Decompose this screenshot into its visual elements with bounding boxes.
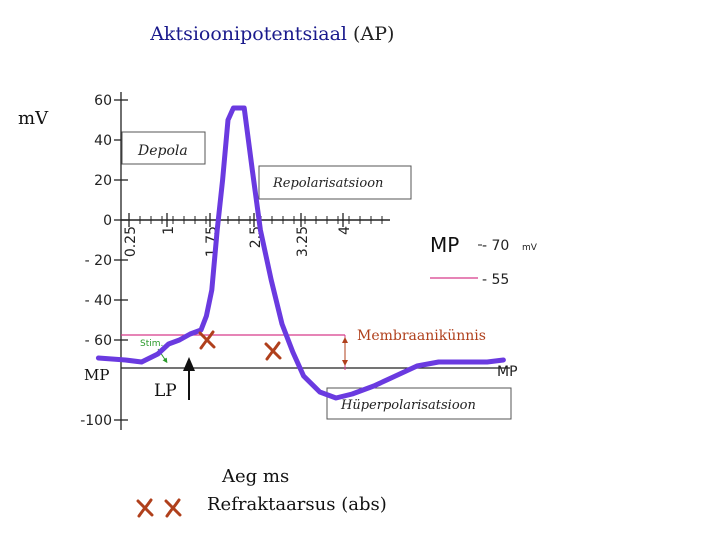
y-tick-label: 20: [94, 173, 112, 189]
refractory-marker: [264, 341, 282, 361]
y-tick-label: 0: [103, 213, 112, 229]
mp-legend-label: MP: [430, 233, 459, 257]
action-potential-curve: [95, 105, 506, 401]
stim-label: Stim.: [140, 339, 163, 349]
lp-label: LP: [154, 381, 177, 401]
x-tick-label: 4: [337, 226, 353, 235]
lp-arrow-head: [183, 357, 195, 371]
x-axis-label: Aeg ms: [221, 466, 289, 487]
chart-title: Aktsioonipotentsiaal (AP): [120, 23, 413, 45]
y-tick-label: - 20: [85, 253, 112, 269]
mp-legend-unit: mV: [522, 243, 538, 253]
repolarisation-box: [258, 165, 412, 200]
mp-legend-value: - 70: [482, 238, 509, 254]
refractory-markers: [198, 330, 282, 361]
threshold-legend-value: - 55: [482, 272, 509, 288]
legend-refractory-marker: [136, 498, 154, 518]
mp-right-label: MP: [497, 364, 518, 380]
refractory-marker: [198, 330, 216, 350]
y-tick-label: 60: [94, 93, 112, 109]
legend-refractory-marker: [164, 498, 182, 518]
refractory-legend-label: Refraktaarsus (abs): [207, 494, 387, 515]
y-tick-label: - 60: [85, 333, 112, 349]
repolarisation-label: Repolarisatsioon: [272, 176, 383, 191]
y-axis-unit: mV: [18, 108, 49, 129]
y-tick-label: -100: [80, 413, 112, 429]
mp-left-label: MP: [84, 366, 109, 384]
membrane-threshold-label: Membraanikünnis: [357, 328, 486, 344]
x-tick-label: 1: [161, 226, 177, 235]
refractory-legend-markers: [136, 498, 182, 518]
y-tick-label: 40: [94, 133, 112, 149]
x-tick-label: 3.25: [295, 226, 311, 257]
x-tick-label: 0.25: [123, 226, 139, 257]
hyperpolarisation-label: Hüperpolarisatsioon: [340, 398, 476, 413]
depola-box: [121, 131, 206, 165]
y-tick-label: - 40: [85, 293, 112, 309]
y-axis-ticks: 60 40 20 0 - 20 - 40 - 60 -100: [80, 93, 128, 429]
depola-label: Depola: [137, 143, 188, 159]
